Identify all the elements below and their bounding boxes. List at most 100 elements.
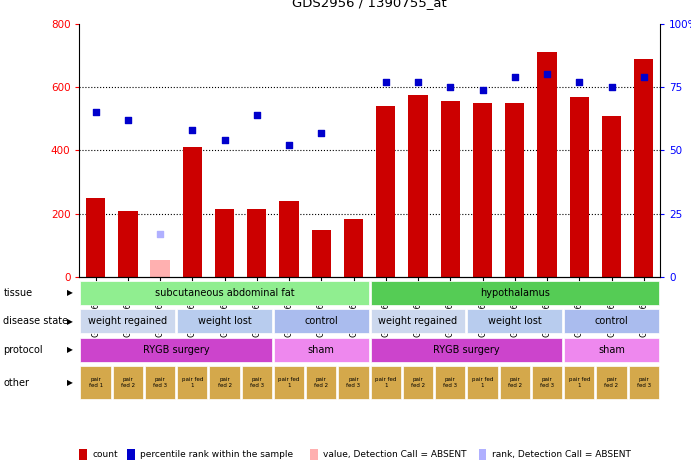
Bar: [86, 198, 105, 277]
Bar: [344, 219, 363, 277]
Text: pair fed
1: pair fed 1: [472, 377, 493, 388]
Text: pair fed
1: pair fed 1: [278, 377, 300, 388]
Text: value, Detection Call = ABSENT: value, Detection Call = ABSENT: [323, 450, 467, 459]
Text: tissue: tissue: [3, 288, 32, 298]
Bar: [312, 230, 331, 277]
Bar: [629, 366, 659, 399]
Bar: [370, 337, 562, 362]
Bar: [370, 281, 659, 305]
Text: disease state: disease state: [3, 316, 68, 326]
Bar: [279, 201, 299, 277]
Bar: [505, 103, 524, 277]
Bar: [370, 366, 401, 399]
Point: [574, 78, 585, 86]
Bar: [274, 337, 369, 362]
Bar: [247, 209, 267, 277]
Text: pair
fed 3: pair fed 3: [346, 377, 361, 388]
Point: [638, 73, 650, 81]
Point: [187, 127, 198, 134]
Text: pair
fed 1: pair fed 1: [88, 377, 103, 388]
Bar: [209, 366, 240, 399]
Bar: [182, 147, 202, 277]
Bar: [564, 337, 659, 362]
Bar: [408, 95, 428, 277]
Text: pair
fed 2: pair fed 2: [218, 377, 231, 388]
Bar: [500, 366, 530, 399]
Text: weight regained: weight regained: [379, 316, 457, 326]
Bar: [435, 366, 466, 399]
Bar: [242, 366, 272, 399]
Text: pair fed
1: pair fed 1: [375, 377, 397, 388]
Bar: [274, 366, 304, 399]
Bar: [376, 106, 395, 277]
Text: RYGB surgery: RYGB surgery: [433, 345, 500, 355]
Point: [606, 83, 617, 91]
Point: [445, 83, 456, 91]
Text: pair fed
1: pair fed 1: [182, 377, 203, 388]
Text: rank, Detection Call = ABSENT: rank, Detection Call = ABSENT: [492, 450, 631, 459]
Bar: [151, 260, 170, 277]
Text: sham: sham: [308, 345, 334, 355]
Point: [542, 71, 553, 78]
Point: [252, 111, 263, 119]
Point: [122, 116, 133, 124]
Text: pair
fed 2: pair fed 2: [605, 377, 618, 388]
Bar: [339, 366, 369, 399]
Text: other: other: [3, 378, 30, 388]
Bar: [118, 211, 138, 277]
Bar: [274, 309, 369, 333]
Point: [413, 78, 424, 86]
Text: pair
fed 2: pair fed 2: [121, 377, 135, 388]
Text: RYGB surgery: RYGB surgery: [143, 345, 209, 355]
Text: pair
fed 2: pair fed 2: [508, 377, 522, 388]
Text: hypothalamus: hypothalamus: [480, 288, 550, 298]
Bar: [602, 116, 621, 277]
Text: GDS2956 / 1390755_at: GDS2956 / 1390755_at: [292, 0, 447, 9]
Text: pair
fed 3: pair fed 3: [153, 377, 167, 388]
Bar: [532, 366, 562, 399]
Bar: [596, 366, 627, 399]
Bar: [145, 366, 176, 399]
Text: weight regained: weight regained: [88, 316, 167, 326]
Bar: [306, 366, 337, 399]
Point: [90, 109, 101, 116]
Bar: [538, 52, 557, 277]
Bar: [564, 309, 659, 333]
Point: [477, 86, 488, 93]
Bar: [80, 309, 176, 333]
Bar: [177, 309, 272, 333]
Text: ▶: ▶: [66, 378, 73, 387]
Text: pair
fed 2: pair fed 2: [314, 377, 328, 388]
Bar: [634, 59, 654, 277]
Bar: [113, 366, 143, 399]
Bar: [569, 97, 589, 277]
Text: control: control: [305, 316, 338, 326]
Bar: [403, 366, 433, 399]
Text: ▶: ▶: [66, 345, 73, 354]
Text: sham: sham: [598, 345, 625, 355]
Bar: [80, 337, 272, 362]
Bar: [80, 366, 111, 399]
Bar: [564, 366, 594, 399]
Text: count: count: [93, 450, 118, 459]
Text: subcutaneous abdominal fat: subcutaneous abdominal fat: [155, 288, 294, 298]
Text: pair
fed 3: pair fed 3: [443, 377, 457, 388]
Text: protocol: protocol: [3, 345, 43, 355]
Bar: [215, 209, 234, 277]
Point: [219, 137, 230, 144]
Text: pair
fed 3: pair fed 3: [249, 377, 264, 388]
Text: pair fed
1: pair fed 1: [569, 377, 590, 388]
Bar: [441, 101, 460, 277]
Bar: [177, 366, 207, 399]
Text: pair
fed 3: pair fed 3: [540, 377, 554, 388]
Text: ▶: ▶: [66, 288, 73, 297]
Text: ▶: ▶: [66, 317, 73, 326]
Text: pair
fed 2: pair fed 2: [411, 377, 425, 388]
Text: pair
fed 3: pair fed 3: [636, 377, 651, 388]
Bar: [80, 281, 369, 305]
Bar: [467, 366, 498, 399]
Point: [155, 230, 166, 238]
Text: weight lost: weight lost: [488, 316, 542, 326]
Text: control: control: [595, 316, 628, 326]
Text: percentile rank within the sample: percentile rank within the sample: [140, 450, 294, 459]
